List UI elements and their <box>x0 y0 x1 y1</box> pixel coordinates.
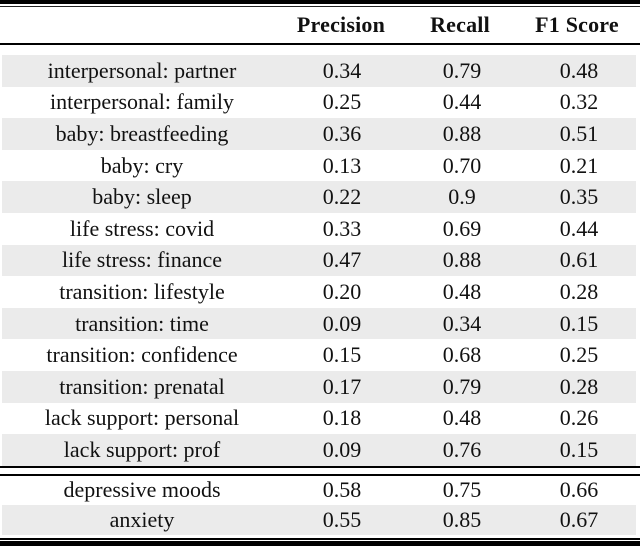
cell-precision: 0.15 <box>322 342 362 368</box>
table-row: depressive moods 0.58 0.75 0.66 <box>2 476 636 506</box>
cell-recall: 0.79 <box>442 57 482 83</box>
cell-f1: 0.26 <box>559 405 599 431</box>
cell-f1: 0.44 <box>559 215 599 241</box>
cell-recall: 0.68 <box>442 342 482 368</box>
cell-recall: 0.44 <box>442 89 482 115</box>
header-spacer <box>0 45 640 55</box>
mid-rule-lower <box>0 473 640 476</box>
cell-f1: 0.28 <box>559 278 599 304</box>
table-row: baby: breastfeeding 0.36 0.88 0.51 <box>2 118 636 150</box>
cell-recall: 0.79 <box>442 373 482 399</box>
table-row: interpersonal: family 0.25 0.44 0.32 <box>2 87 636 119</box>
cell-recall: 0.9 <box>448 184 476 210</box>
cell-recall: 0.48 <box>442 278 482 304</box>
cell-f1: 0.21 <box>559 152 599 178</box>
cell-f1: 0.51 <box>559 120 599 146</box>
table-row: baby: sleep 0.22 0.9 0.35 <box>2 181 636 213</box>
table-body-categories: interpersonal: partner 0.34 0.79 0.48 interp… <box>0 55 640 466</box>
table-row: transition: prenatal 0.17 0.79 0.28 <box>2 370 636 403</box>
table-header-row: Precision Recall F1 Score <box>0 7 640 43</box>
cell-precision: 0.33 <box>322 215 362 241</box>
cell-precision: 0.09 <box>322 436 362 462</box>
table-row: anxiety 0.55 0.85 0.67 <box>2 505 636 535</box>
cell-f1: 0.25 <box>559 342 599 368</box>
cell-precision: 0.55 <box>322 506 362 532</box>
table-row: lack support: prof 0.09 0.76 0.15 <box>2 434 636 466</box>
cell-recall: 0.88 <box>442 120 482 146</box>
row-label: transition: prenatal <box>59 373 225 399</box>
column-header-precision: Precision <box>296 11 386 37</box>
top-rule-gap <box>0 4 640 6</box>
cell-precision: 0.58 <box>322 477 362 503</box>
column-header-f1-score: F1 Score <box>535 11 619 37</box>
table-row: interpersonal: partner 0.34 0.79 0.48 <box>2 55 636 87</box>
row-label: life stress: covid <box>69 215 215 241</box>
cell-f1: 0.61 <box>559 247 599 273</box>
cell-f1: 0.28 <box>559 373 599 399</box>
cell-f1: 0.15 <box>559 436 599 462</box>
mid-rule-gap <box>0 468 640 474</box>
cell-f1: 0.67 <box>559 506 599 532</box>
table-body-summary: depressive moods 0.58 0.75 0.66 anxiety 0.55 0… <box>0 476 640 535</box>
row-label: life stress: finance <box>61 247 223 273</box>
cell-precision: 0.34 <box>322 57 362 83</box>
table-row: baby: cry 0.13 0.70 0.21 <box>2 150 636 182</box>
cell-precision: 0.18 <box>322 405 362 431</box>
cell-precision: 0.36 <box>322 120 362 146</box>
row-label: baby: breastfeeding <box>55 120 229 146</box>
row-label: transition: lifestyle <box>59 278 225 304</box>
table-row: life stress: covid 0.33 0.69 0.44 <box>2 213 636 245</box>
cell-precision: 0.47 <box>322 247 362 273</box>
bottom-gap <box>0 534 640 539</box>
cell-recall: 0.75 <box>442 477 482 503</box>
cell-precision: 0.09 <box>322 310 362 336</box>
row-label: lack support: prof <box>63 436 221 462</box>
bottom-rule-thin <box>0 538 640 540</box>
cell-precision: 0.13 <box>322 152 362 178</box>
cell-f1: 0.48 <box>559 57 599 83</box>
bottom-rule-thick <box>0 541 640 546</box>
row-label: lack support: personal <box>44 405 240 431</box>
cell-precision: 0.20 <box>322 278 362 304</box>
top-rule-thick <box>0 0 640 4</box>
row-label: anxiety <box>109 506 175 532</box>
table-row: life stress: finance 0.47 0.88 0.61 <box>2 244 636 277</box>
table-row: lack support: personal 0.18 0.48 0.26 <box>2 403 636 435</box>
top-rule-thin <box>0 6 640 7</box>
cell-recall: 0.48 <box>442 405 482 431</box>
row-label: depressive moods <box>63 477 221 503</box>
bottom-rule-gap <box>0 539 640 542</box>
header-rule <box>0 42 640 45</box>
cell-recall: 0.34 <box>442 310 482 336</box>
cell-f1: 0.66 <box>559 477 599 503</box>
table-row: transition: time 0.09 0.34 0.15 <box>2 307 636 340</box>
cell-f1: 0.35 <box>559 184 599 210</box>
cell-recall: 0.85 <box>442 506 482 532</box>
cell-recall: 0.69 <box>442 215 482 241</box>
column-header-recall: Recall <box>430 11 490 37</box>
row-label: transition: time <box>75 310 209 336</box>
table-row: transition: confidence 0.15 0.68 0.25 <box>2 339 636 371</box>
table-row: transition: lifestyle 0.20 0.48 0.28 <box>2 276 636 308</box>
cell-precision: 0.22 <box>322 184 362 210</box>
row-label: interpersonal: partner <box>47 57 237 83</box>
mid-rule-upper <box>0 465 640 469</box>
cell-f1: 0.15 <box>559 310 599 336</box>
row-label: interpersonal: family <box>50 89 234 115</box>
cell-precision: 0.25 <box>322 89 362 115</box>
cell-recall: 0.88 <box>442 247 482 273</box>
cell-f1: 0.32 <box>559 89 599 115</box>
row-label: transition: confidence <box>46 342 238 368</box>
cell-precision: 0.17 <box>322 373 362 399</box>
cell-recall: 0.76 <box>442 436 482 462</box>
row-label: baby: cry <box>100 152 184 178</box>
cell-recall: 0.70 <box>442 152 482 178</box>
row-label: baby: sleep <box>92 184 192 210</box>
